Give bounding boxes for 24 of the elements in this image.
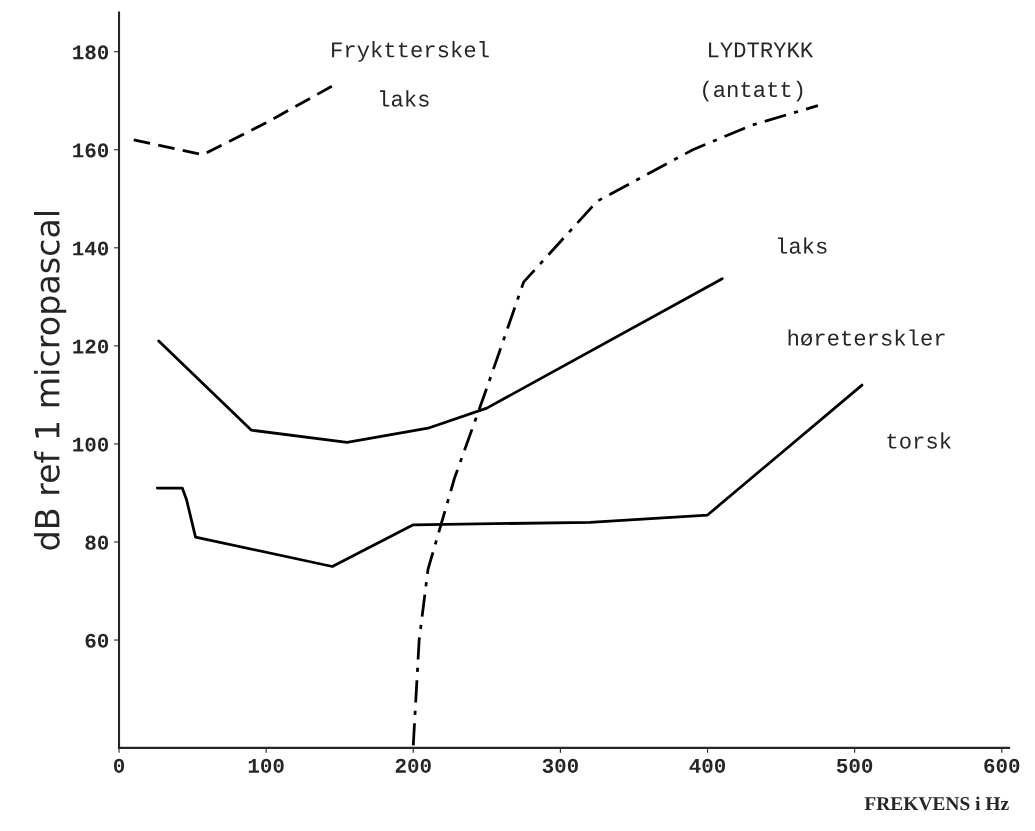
y-tick-label: 160 [73,143,109,158]
x-tick-label: 0 [113,758,125,773]
y-axis-title: dB ref 1 micropascal [33,212,67,550]
line-series [132,84,334,157]
y-tick-label: 180 [73,45,109,60]
y-tick-label: 140 [73,241,109,256]
annotation: (antatt) [703,80,803,102]
annotation: høreterskler [788,329,945,346]
annotation: torsk [887,432,951,449]
x-tick-label: 400 [689,758,726,773]
annotation: Fryktterskel [332,41,489,62]
y-tick-label: 60 [85,633,109,648]
y-tick-label: 80 [85,535,109,550]
annotation: laks [777,237,827,254]
x-tick-label: 600 [984,758,1020,773]
annotation: LYDTRYKK [709,42,814,58]
annotation: laks [380,90,429,107]
x-tick-label: 500 [836,758,873,773]
y-tick-label: 100 [73,437,109,452]
x-axis-title: FREKVENS i Hz [864,796,1009,811]
y-tick-label: 120 [73,339,109,354]
x-tick-label: 300 [542,758,578,773]
x-tick-label: 100 [248,758,284,773]
x-tick-label: 200 [395,758,431,773]
